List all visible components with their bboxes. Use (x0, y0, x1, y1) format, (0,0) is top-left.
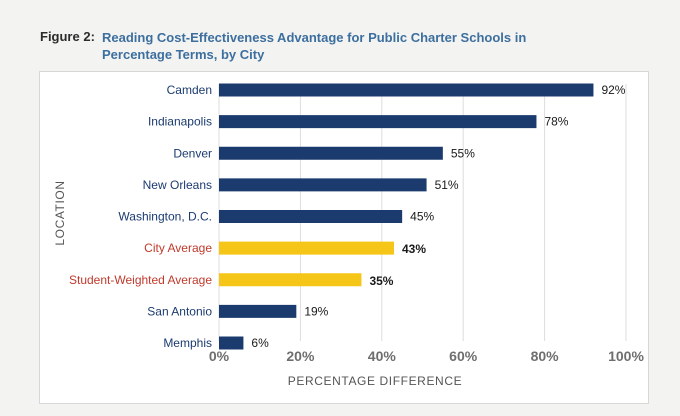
value-label-camden: 92% (601, 83, 625, 97)
value-label-denver: 55% (451, 146, 475, 160)
category-label-san-antonio: San Antonio (147, 304, 212, 318)
value-label-memphis: 6% (251, 336, 269, 350)
value-label-indianapolis: 78% (544, 115, 568, 129)
figure-title: Reading Cost-Effectiveness Advantage for… (102, 30, 527, 62)
x-axis-title: PERCENTAGE DIFFERENCE (288, 374, 462, 388)
category-label-new-orleans: New Orleans (143, 178, 212, 192)
category-label-student-weighted-average: Student-Weighted Average (69, 273, 212, 287)
x-tick-label-0: 0% (209, 348, 230, 364)
category-labels: Camden Indianapolis Denver New Orleans Washi… (69, 83, 212, 350)
category-label-memphis: Memphis (163, 336, 212, 350)
value-label-student-weighted-average: 35% (369, 274, 393, 288)
category-label-washington-d-c: Washington, D.C. (118, 210, 212, 224)
y-axis-title: LOCATION (53, 180, 67, 245)
bar-washington-d-c (219, 210, 403, 223)
value-label-new-orleans: 51% (435, 178, 459, 192)
x-tick-label-20: 20% (286, 348, 315, 364)
value-labels: 92% 78% 55% 51% 45% 43% 35% 19% 6% (251, 83, 625, 350)
category-label-denver: Denver (173, 146, 212, 160)
value-label-washington-d-c: 45% (410, 210, 434, 224)
figure-label: Figure 2: (40, 29, 95, 44)
x-tick-label-100: 100% (608, 348, 644, 364)
x-tick-labels: 0% 20% 40% 60% 80% 100% (209, 348, 645, 364)
bar-memphis (219, 336, 244, 350)
bar-indianapolis (219, 115, 537, 129)
value-label-city-average: 43% (402, 242, 426, 256)
x-tick-label-40: 40% (368, 348, 397, 364)
x-tick-label-80: 80% (531, 348, 560, 364)
bar-city-average (219, 241, 395, 255)
bars (219, 83, 594, 350)
bar-student-weighted-average (219, 273, 362, 287)
category-label-city-average: City Average (144, 241, 212, 255)
x-tick-label-60: 60% (449, 348, 478, 364)
bar-new-orleans (219, 178, 427, 192)
bar-san-antonio (219, 304, 297, 318)
bar-camden (219, 83, 594, 97)
category-label-indianapolis: Indianapolis (148, 115, 212, 129)
value-label-san-antonio: 19% (304, 304, 328, 318)
bar-denver (219, 146, 443, 160)
category-label-camden: Camden (167, 83, 212, 97)
